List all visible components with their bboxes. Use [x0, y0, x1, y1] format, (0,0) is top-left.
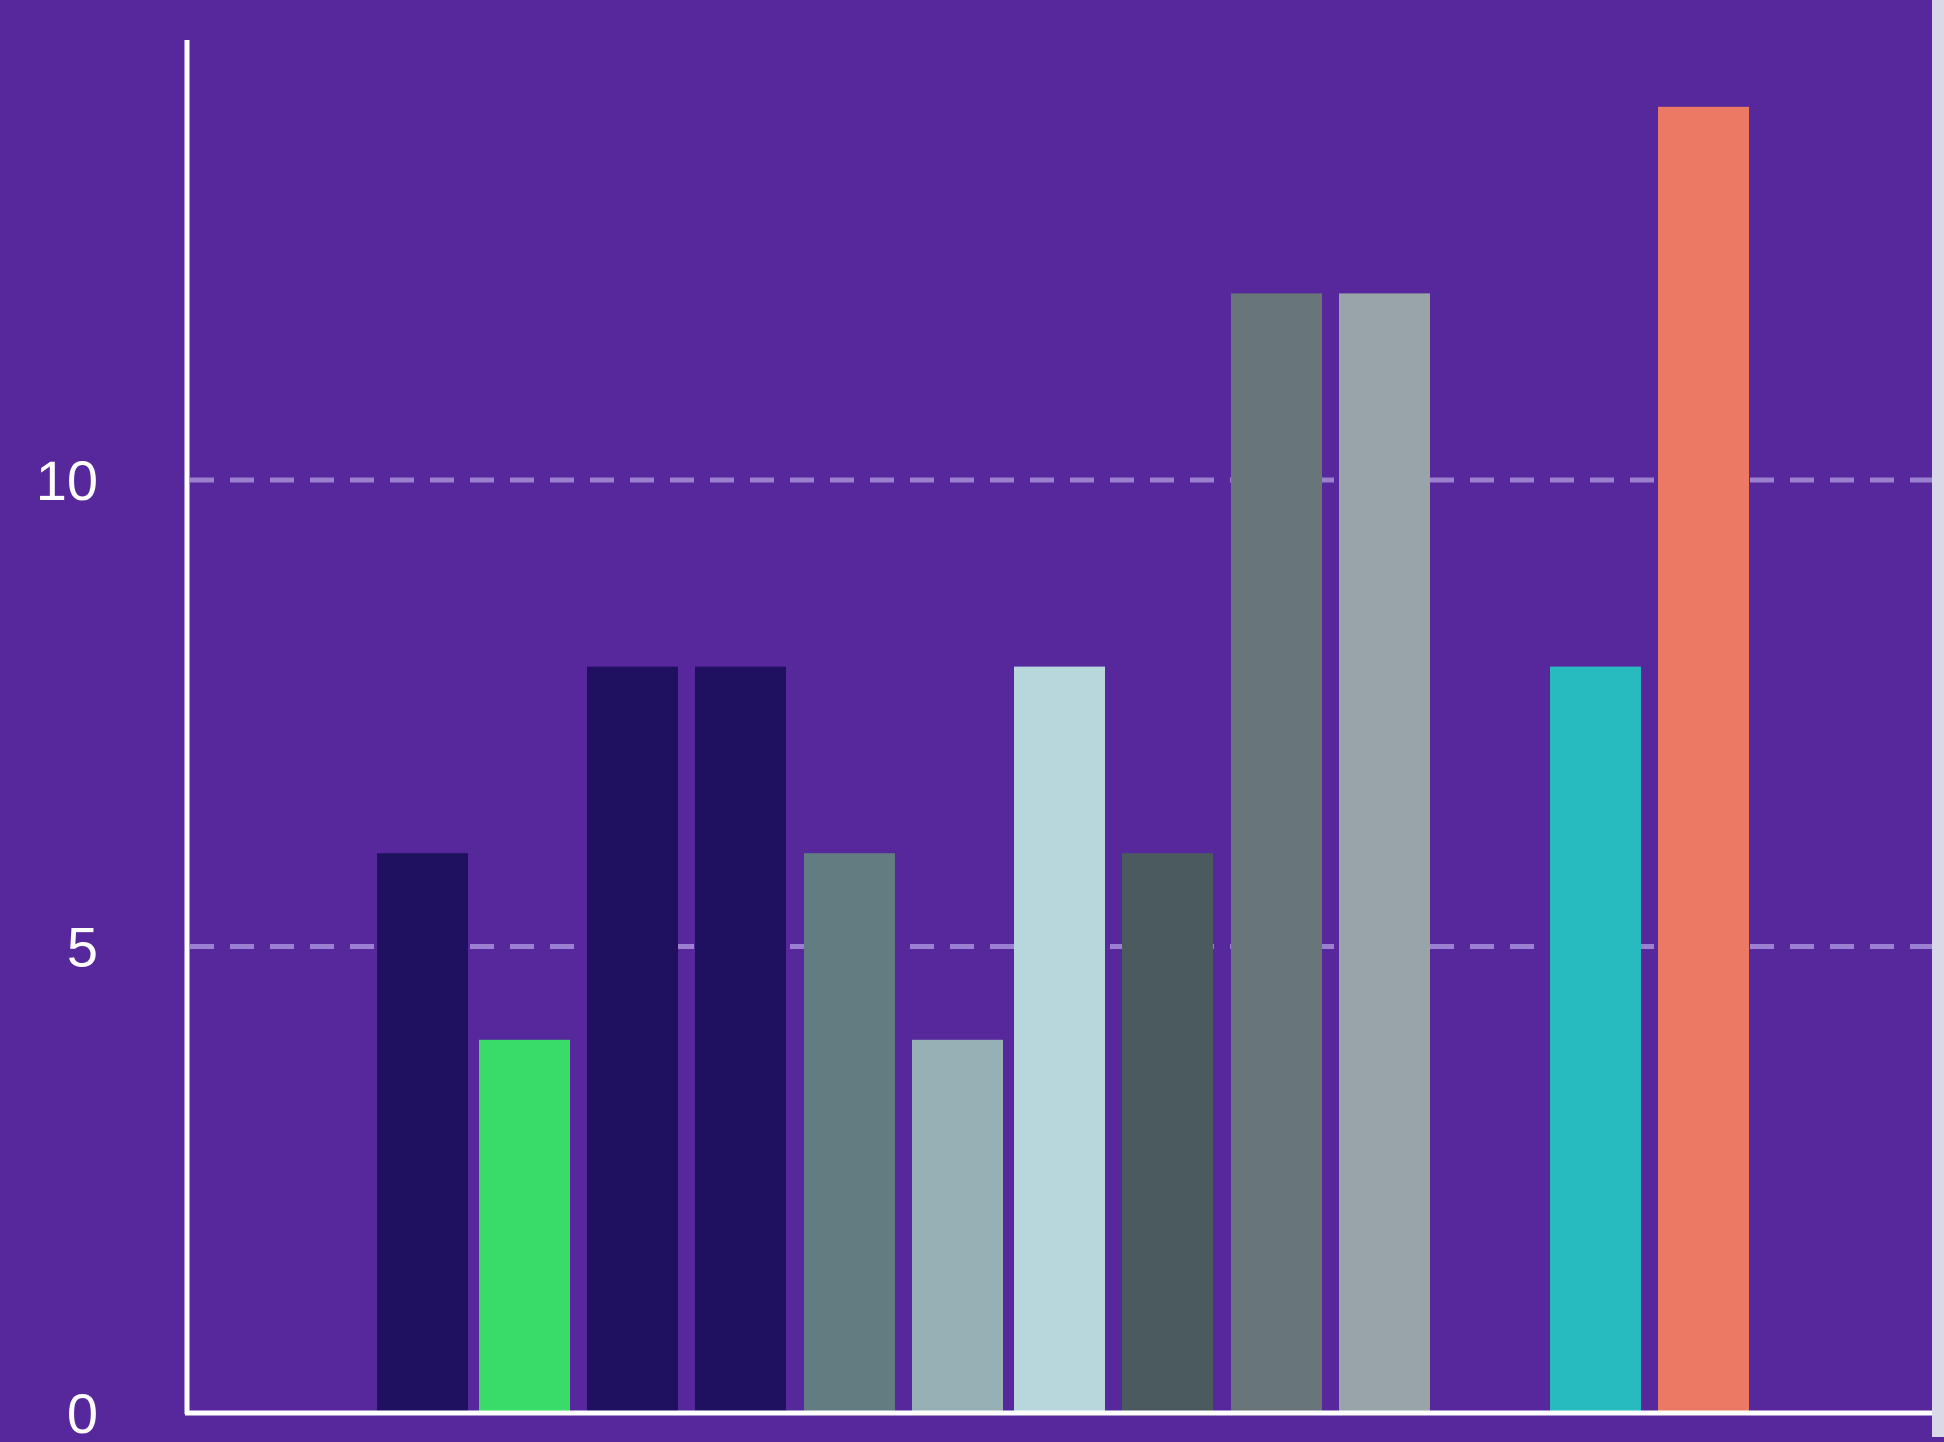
- bar-5: [804, 853, 895, 1413]
- gridlines: [190, 477, 1932, 949]
- right-edge-strip: [1932, 0, 1944, 1437]
- y-tick-labels: 0 5 10: [36, 449, 98, 1442]
- bar-7: [1014, 666, 1105, 1413]
- bar-1: [377, 853, 468, 1413]
- bar-12: [1658, 106, 1749, 1413]
- bar-10: [1339, 293, 1430, 1413]
- bar-6: [912, 1039, 1003, 1413]
- bar-2: [479, 1039, 570, 1413]
- bars: [377, 106, 1749, 1413]
- bar-8: [1122, 853, 1213, 1413]
- bar-3: [587, 666, 678, 1413]
- y-tick-label-10: 10: [36, 449, 98, 512]
- y-tick-label-5: 5: [67, 916, 98, 979]
- bar-9: [1231, 293, 1322, 1413]
- axes: [184, 40, 1932, 1416]
- bar-11: [1550, 666, 1641, 1413]
- bar-4: [695, 666, 786, 1413]
- y-tick-label-0: 0: [67, 1382, 98, 1437]
